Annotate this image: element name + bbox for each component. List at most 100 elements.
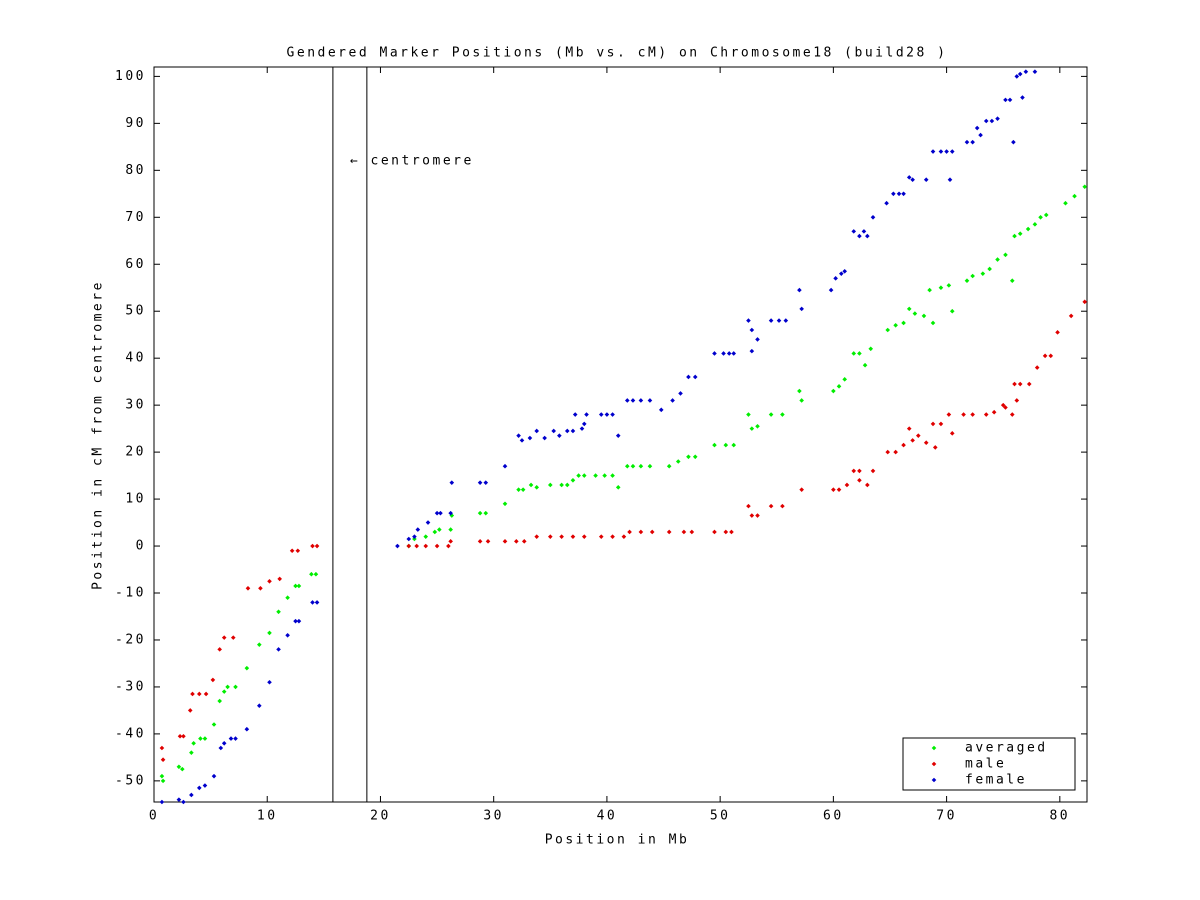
data-point bbox=[521, 539, 527, 544]
data-point bbox=[159, 745, 165, 751]
data-point bbox=[176, 797, 182, 802]
data-point bbox=[627, 529, 632, 535]
data-point bbox=[921, 313, 927, 319]
data-point bbox=[906, 426, 912, 431]
data-point bbox=[776, 318, 782, 323]
data-point bbox=[576, 473, 581, 478]
data-point bbox=[189, 792, 194, 798]
data-point bbox=[1043, 212, 1049, 218]
data-point bbox=[749, 426, 755, 431]
y-tick-label: 60 bbox=[125, 257, 146, 272]
data-point bbox=[210, 677, 216, 683]
data-point bbox=[1012, 381, 1017, 387]
data-point bbox=[930, 149, 936, 154]
data-point bbox=[989, 118, 995, 124]
data-point bbox=[666, 529, 672, 535]
plot-frame bbox=[153, 66, 1088, 803]
data-point bbox=[638, 529, 644, 535]
data-point bbox=[289, 548, 295, 554]
data-point bbox=[970, 139, 975, 145]
data-point bbox=[1007, 97, 1013, 103]
data-point bbox=[681, 529, 687, 535]
data-point bbox=[519, 438, 525, 443]
data-point bbox=[221, 740, 227, 746]
data-point bbox=[749, 513, 755, 518]
y-tick-label: 10 bbox=[125, 492, 146, 507]
data-point bbox=[947, 177, 953, 183]
data-point bbox=[783, 318, 789, 323]
data-point bbox=[1017, 381, 1023, 387]
data-point bbox=[448, 527, 453, 532]
data-point bbox=[1038, 214, 1043, 220]
data-point bbox=[448, 539, 453, 544]
data-point bbox=[257, 642, 262, 647]
data-point bbox=[502, 501, 508, 507]
y-tick-label: -20 bbox=[115, 632, 146, 647]
data-point bbox=[861, 229, 867, 234]
data-point bbox=[477, 480, 483, 485]
y-tick-label: 30 bbox=[125, 398, 146, 413]
data-point bbox=[893, 323, 898, 328]
y-tick-label: 80 bbox=[125, 163, 146, 178]
data-point bbox=[949, 431, 955, 436]
data-point bbox=[581, 473, 587, 478]
data-point bbox=[949, 149, 955, 154]
data-point bbox=[1032, 222, 1038, 227]
data-point bbox=[1009, 278, 1015, 283]
data-point bbox=[570, 477, 576, 483]
y-axis-label: Position in cM from centromere bbox=[91, 280, 106, 590]
x-tick-label: 20 bbox=[370, 809, 391, 824]
legend-label: male bbox=[965, 757, 1006, 772]
data-point bbox=[1003, 252, 1008, 258]
data-point bbox=[692, 454, 698, 460]
data-point bbox=[1032, 69, 1038, 74]
data-point bbox=[868, 346, 874, 352]
data-point bbox=[542, 435, 547, 441]
data-point bbox=[520, 487, 526, 492]
data-point bbox=[949, 308, 955, 314]
data-point bbox=[906, 175, 912, 180]
data-point bbox=[755, 337, 760, 342]
data-point bbox=[624, 398, 630, 403]
data-point bbox=[434, 543, 440, 549]
data-point bbox=[689, 529, 695, 535]
data-point bbox=[1034, 365, 1040, 370]
data-point bbox=[946, 283, 952, 288]
data-point bbox=[686, 454, 691, 460]
data-point bbox=[746, 503, 751, 509]
data-point bbox=[896, 191, 902, 197]
data-point bbox=[527, 435, 533, 441]
x-tick-label: 40 bbox=[597, 809, 618, 824]
data-point bbox=[621, 534, 627, 539]
data-point bbox=[160, 757, 166, 763]
legend-label: female bbox=[965, 773, 1027, 788]
data-point bbox=[906, 306, 912, 312]
data-point bbox=[1048, 353, 1054, 359]
data-point bbox=[851, 351, 857, 356]
data-point bbox=[932, 445, 938, 450]
data-point bbox=[502, 463, 508, 469]
data-point bbox=[831, 388, 836, 394]
data-point bbox=[225, 684, 230, 690]
data-point bbox=[1068, 313, 1074, 319]
data-point bbox=[974, 125, 980, 131]
data-point bbox=[245, 586, 251, 591]
y-tick-label: 90 bbox=[125, 116, 146, 131]
data-point bbox=[516, 487, 521, 492]
data-point bbox=[477, 539, 483, 544]
chart-title: Gendered Marker Positions (Mb vs. cM) on… bbox=[287, 46, 948, 61]
data-point bbox=[177, 733, 183, 739]
data-point bbox=[570, 428, 576, 434]
data-point bbox=[559, 482, 564, 488]
data-point bbox=[579, 426, 585, 431]
data-point bbox=[723, 529, 729, 535]
data-point bbox=[910, 177, 915, 183]
y-tick-label: 40 bbox=[125, 351, 146, 366]
data-point bbox=[314, 543, 320, 549]
data-point bbox=[842, 268, 847, 274]
data-point bbox=[797, 388, 802, 394]
data-point bbox=[1025, 226, 1031, 232]
data-point bbox=[624, 463, 630, 469]
data-point bbox=[293, 618, 298, 624]
data-point bbox=[432, 529, 438, 535]
